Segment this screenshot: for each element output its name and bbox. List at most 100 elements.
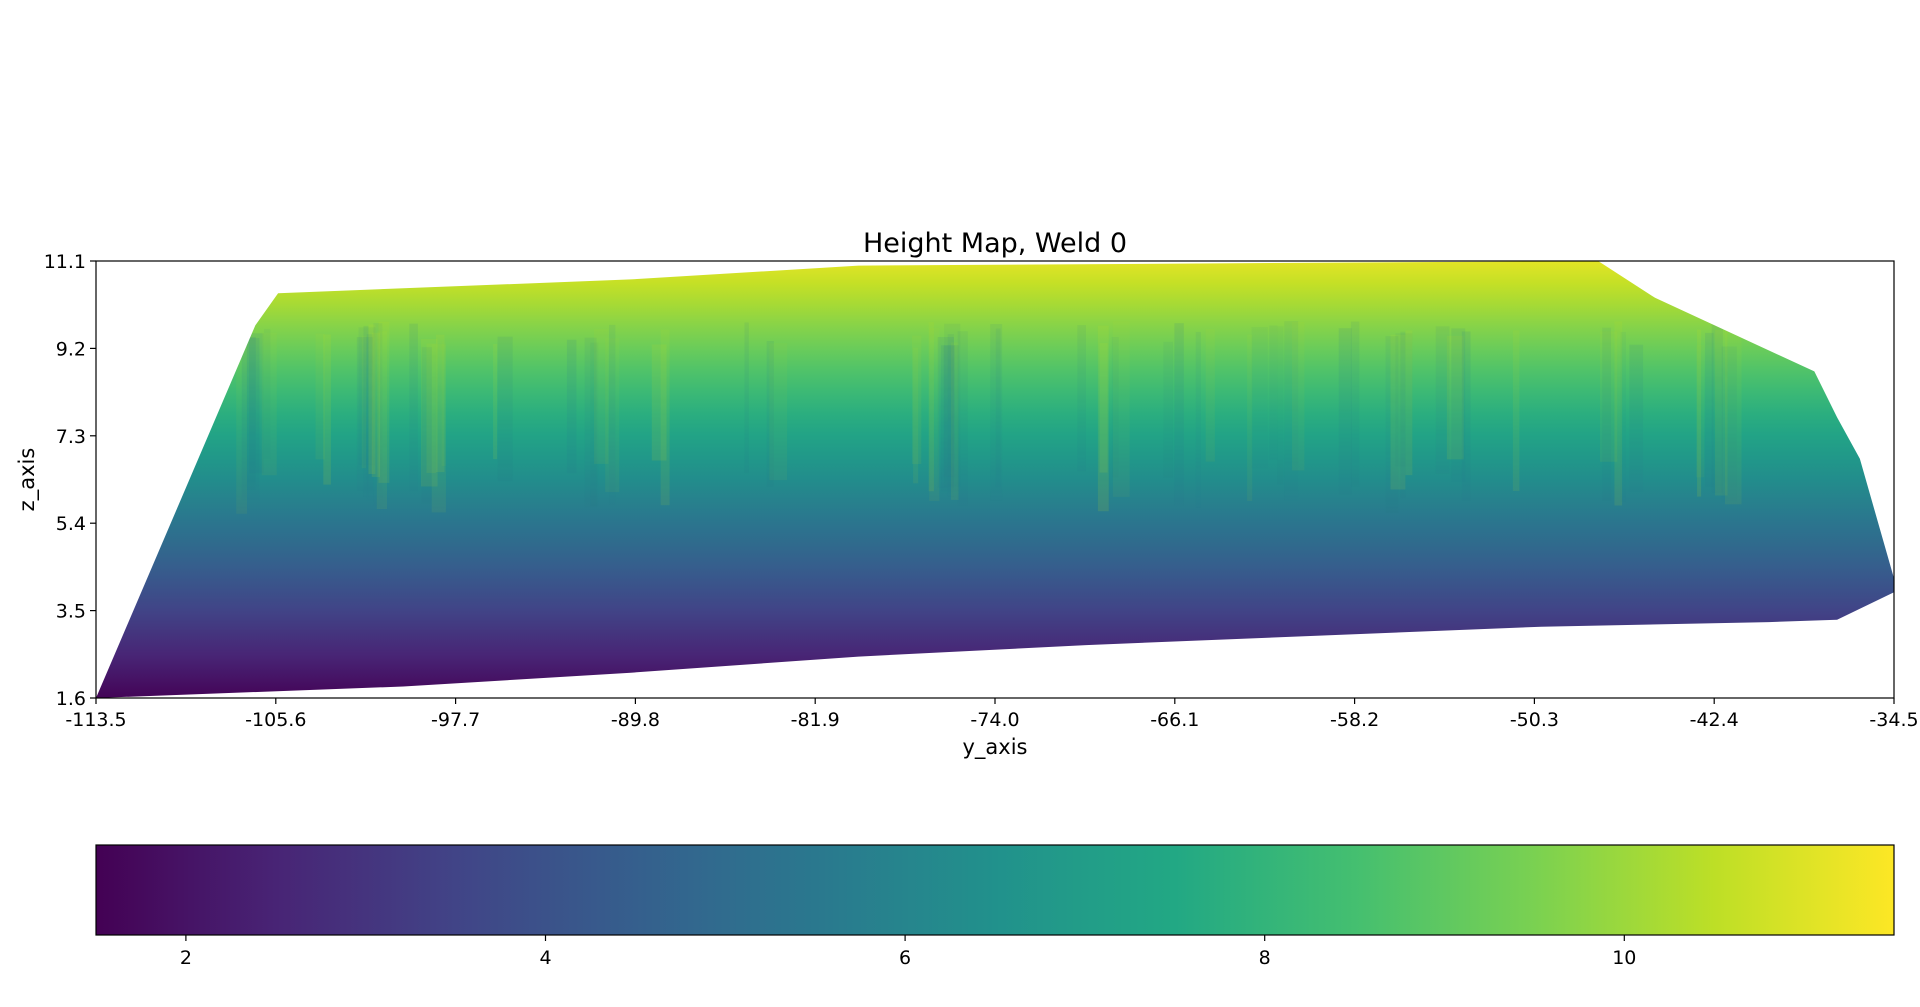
- height-map-streak: [1395, 333, 1413, 467]
- height-map-streak: [1512, 330, 1520, 491]
- y-tick-label: 7.3: [56, 426, 86, 448]
- height-map-streak: [241, 337, 260, 501]
- height-map-streak: [957, 331, 968, 506]
- height-map-streak: [590, 342, 599, 507]
- chart-title: Height Map, Weld 0: [863, 228, 1127, 259]
- height-map-streaks: [236, 321, 1742, 514]
- height-map-streak: [766, 341, 774, 487]
- y-tick-label: 5.4: [56, 513, 86, 535]
- height-map-streak: [358, 327, 376, 466]
- x-axis: -113.5 -105.6 -97.7 -89.8 -81.9 -74.0 -66.1 -58…: [65, 698, 1919, 731]
- x-tick-label: -74.0: [970, 709, 1019, 731]
- x-tick-label: -34.5: [1869, 709, 1918, 731]
- height-map-streak: [1112, 321, 1130, 497]
- x-tick-label: -113.5: [65, 709, 126, 731]
- height-map-streak: [1602, 327, 1612, 501]
- colorbar-tick-label: 2: [180, 947, 192, 969]
- height-map-streak: [493, 344, 498, 460]
- height-map-streak: [1251, 327, 1268, 469]
- height-map-streak: [941, 345, 959, 492]
- x-axis-label: y_axis: [963, 735, 1028, 760]
- height-map-streak: [1174, 323, 1184, 507]
- height-map-streak: [943, 345, 955, 477]
- y-axis-label: z_axis: [15, 448, 40, 512]
- height-map-streak: [368, 324, 376, 475]
- height-map-streak: [1446, 335, 1464, 460]
- height-map-streak: [420, 339, 438, 487]
- colorbar-tick-label: 8: [1259, 947, 1271, 969]
- height-map-streak: [1292, 321, 1305, 471]
- height-map-streak: [944, 323, 961, 487]
- x-tick-label: -81.9: [791, 709, 840, 731]
- height-map-streak: [951, 342, 959, 500]
- height-map-streak: [605, 338, 620, 493]
- height-map-streak: [246, 336, 256, 490]
- height-map-streak: [373, 323, 383, 507]
- height-map-streak: [497, 336, 513, 482]
- height-map-streak: [376, 331, 388, 510]
- height-map-streak: [1350, 321, 1360, 487]
- height-map-streak: [1247, 334, 1253, 502]
- height-map-streak: [363, 325, 369, 498]
- height-map-streak: [929, 328, 940, 501]
- height-map-streak: [1099, 343, 1108, 473]
- height-map-streak: [1097, 325, 1109, 512]
- colorbar-gradient-bar: [95, 844, 1895, 936]
- colorbar-ticks: 2 4 6 8 10: [180, 935, 1636, 969]
- height-map-region: [96, 261, 1894, 698]
- height-map-streak: [431, 344, 446, 513]
- x-tick-label: -105.6: [245, 709, 306, 731]
- height-map-streak: [315, 333, 325, 460]
- height-map-streak: [1385, 336, 1399, 513]
- height-map-streak: [1715, 330, 1728, 496]
- height-map-streak: [1620, 331, 1626, 502]
- height-map-streak: [594, 329, 609, 464]
- height-map-streak: [356, 337, 374, 492]
- height-map-streak: [378, 321, 390, 483]
- height-map-streak: [584, 337, 597, 508]
- height-map-streak: [1390, 334, 1406, 490]
- height-map-streak: [609, 324, 616, 505]
- height-map-streak: [426, 343, 436, 473]
- height-map-streak: [1721, 346, 1737, 502]
- height-map-streak: [371, 332, 381, 477]
- y-axis: 11.1 9.2 7.3 5.4 3.5 1.6: [44, 251, 96, 710]
- height-map-streak: [366, 334, 374, 501]
- x-tick-label: -97.7: [431, 709, 480, 731]
- plot-area: [95, 260, 1895, 699]
- y-tick-label: 3.5: [56, 601, 86, 623]
- height-map-streak: [1711, 321, 1723, 493]
- height-map-streak: [990, 323, 1003, 501]
- height-map-streak: [1705, 332, 1714, 487]
- height-map-streak: [913, 347, 919, 484]
- height-map-streak: [660, 329, 670, 506]
- height-map-streak: [928, 322, 934, 492]
- colorbar-tick-label: 4: [539, 947, 551, 969]
- height-map-streak: [1163, 341, 1173, 478]
- height-map-streak: [435, 334, 445, 473]
- height-map-streak: [1205, 329, 1215, 462]
- height-map-streak: [1400, 331, 1406, 499]
- x-tick-label: -50.3: [1510, 709, 1559, 731]
- height-map-streak: [1284, 321, 1299, 501]
- height-map-streak: [769, 343, 788, 481]
- height-map-streak: [947, 334, 954, 497]
- height-map-streak: [1725, 327, 1742, 505]
- height-map-streak: [1277, 326, 1284, 485]
- height-map-streak: [1269, 325, 1278, 460]
- height-map-streak: [995, 328, 1001, 488]
- height-map-streak: [1111, 336, 1119, 478]
- height-map-streak: [421, 347, 432, 504]
- height-map-streak: [912, 335, 922, 464]
- height-map-streak: [1614, 321, 1623, 506]
- height-map-streak: [566, 339, 577, 474]
- y-tick-label: 1.6: [56, 688, 86, 710]
- height-map-streak: [651, 344, 667, 461]
- colorbar: 2 4 6 8 10: [95, 844, 1895, 969]
- height-map-streak: [441, 341, 446, 467]
- height-map-streak: [1077, 325, 1086, 472]
- height-map-streak: [361, 335, 367, 469]
- x-tick-label: -58.2: [1330, 709, 1379, 731]
